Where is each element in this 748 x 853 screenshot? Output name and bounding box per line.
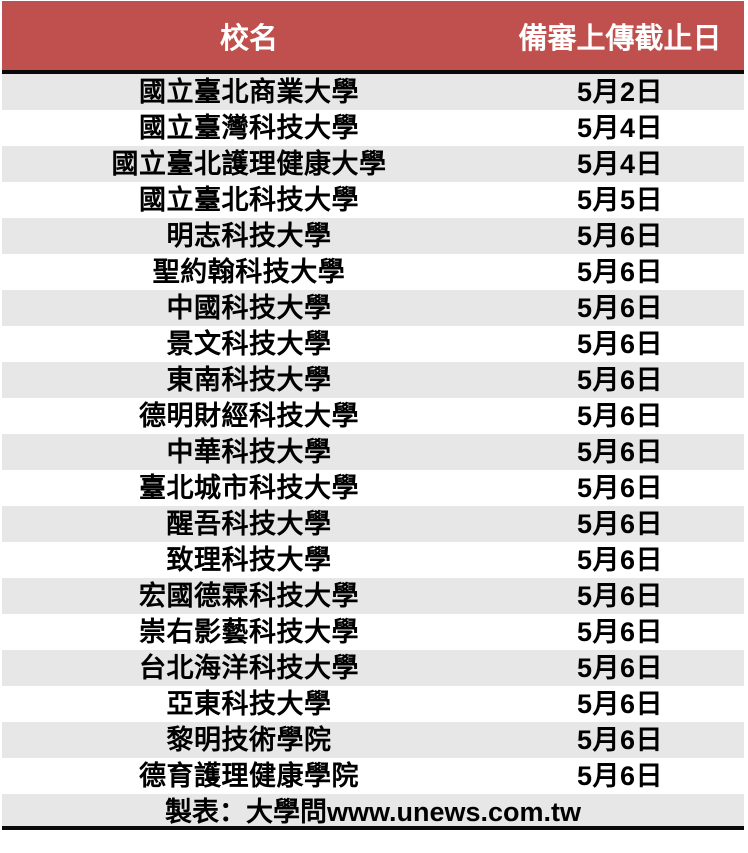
school-cell: 臺北城市科技大學 (139, 473, 359, 503)
deadline-cell: 5月6日 (576, 221, 664, 251)
deadline-cell: 5月2日 (576, 77, 664, 107)
deadline-cell: 5月5日 (576, 185, 664, 215)
table-row: 明志科技大學 5月6日 (2, 218, 744, 254)
school-cell: 國立臺北護理健康大學 (111, 149, 387, 179)
deadline-cell: 5月6日 (576, 761, 664, 791)
table-footer-caption: 製表：大學問www.unews.com.tw (2, 794, 744, 830)
school-cell: 國立臺北科技大學 (139, 185, 359, 215)
deadline-table: 校名 備審上傳截止日 國立臺北商業大學 5月2日 國立臺灣科技大學 5月4日 國… (2, 1, 744, 830)
school-cell: 中華科技大學 (166, 437, 332, 467)
school-cell: 台北海洋科技大學 (139, 653, 359, 683)
deadline-cell: 5月6日 (576, 653, 664, 683)
deadline-cell: 5月6日 (576, 257, 664, 287)
school-cell: 德明財經科技大學 (139, 401, 359, 431)
table-row: 致理科技大學 5月6日 (2, 542, 744, 578)
school-cell: 致理科技大學 (166, 545, 332, 575)
school-cell: 亞東科技大學 (166, 689, 332, 719)
deadline-cell: 5月6日 (576, 581, 664, 611)
table-row: 國立臺北科技大學 5月5日 (2, 182, 744, 218)
deadline-cell: 5月6日 (576, 293, 664, 323)
deadline-cell: 5月6日 (576, 725, 664, 755)
school-cell: 醒吾科技大學 (166, 509, 332, 539)
deadline-cell: 5月6日 (576, 509, 664, 539)
table-row: 台北海洋科技大學 5月6日 (2, 650, 744, 686)
column-header-deadline: 備審上傳截止日 (518, 22, 722, 55)
school-cell: 德育護理健康學院 (139, 761, 359, 791)
table-row: 崇右影藝科技大學 5月6日 (2, 614, 744, 650)
table-row: 德明財經科技大學 5月6日 (2, 398, 744, 434)
deadline-cell: 5月6日 (576, 617, 664, 647)
school-cell: 東南科技大學 (166, 365, 332, 395)
table-row: 中華科技大學 5月6日 (2, 434, 744, 470)
school-cell: 明志科技大學 (166, 221, 332, 251)
table-row: 聖約翰科技大學 5月6日 (2, 254, 744, 290)
school-cell: 宏國德霖科技大學 (139, 581, 359, 611)
table-row: 東南科技大學 5月6日 (2, 362, 744, 398)
table-header-row: 校名 備審上傳截止日 (2, 1, 744, 74)
table-row: 國立臺北商業大學 5月2日 (2, 74, 744, 110)
deadline-cell: 5月4日 (576, 113, 664, 143)
deadline-cell: 5月6日 (576, 473, 664, 503)
column-header-school: 校名 (219, 22, 278, 55)
deadline-cell: 5月6日 (576, 437, 664, 467)
table-row: 中國科技大學 5月6日 (2, 290, 744, 326)
school-cell: 中國科技大學 (166, 293, 332, 323)
school-cell: 國立臺灣科技大學 (139, 113, 359, 143)
deadline-cell: 5月6日 (576, 365, 664, 395)
table-row: 黎明技術學院 5月6日 (2, 722, 744, 758)
school-cell: 黎明技術學院 (166, 725, 332, 755)
deadline-cell: 5月6日 (576, 689, 664, 719)
table-row: 德育護理健康學院 5月6日 (2, 758, 744, 794)
school-cell: 聖約翰科技大學 (152, 257, 346, 287)
school-cell: 景文科技大學 (166, 329, 332, 359)
table-row: 景文科技大學 5月6日 (2, 326, 744, 362)
table-row: 國立臺灣科技大學 5月4日 (2, 110, 744, 146)
deadline-cell: 5月6日 (576, 401, 664, 431)
table-body: 國立臺北商業大學 5月2日 國立臺灣科技大學 5月4日 國立臺北護理健康大學 5… (2, 74, 744, 794)
deadline-cell: 5月4日 (576, 149, 664, 179)
table-row: 宏國德霖科技大學 5月6日 (2, 578, 744, 614)
table-row: 醒吾科技大學 5月6日 (2, 506, 744, 542)
school-cell: 崇右影藝科技大學 (139, 617, 359, 647)
table-row: 臺北城市科技大學 5月6日 (2, 470, 744, 506)
deadline-cell: 5月6日 (576, 545, 664, 575)
deadline-cell: 5月6日 (576, 329, 664, 359)
table-row: 亞東科技大學 5月6日 (2, 686, 744, 722)
table-row: 國立臺北護理健康大學 5月4日 (2, 146, 744, 182)
school-cell: 國立臺北商業大學 (139, 77, 359, 107)
